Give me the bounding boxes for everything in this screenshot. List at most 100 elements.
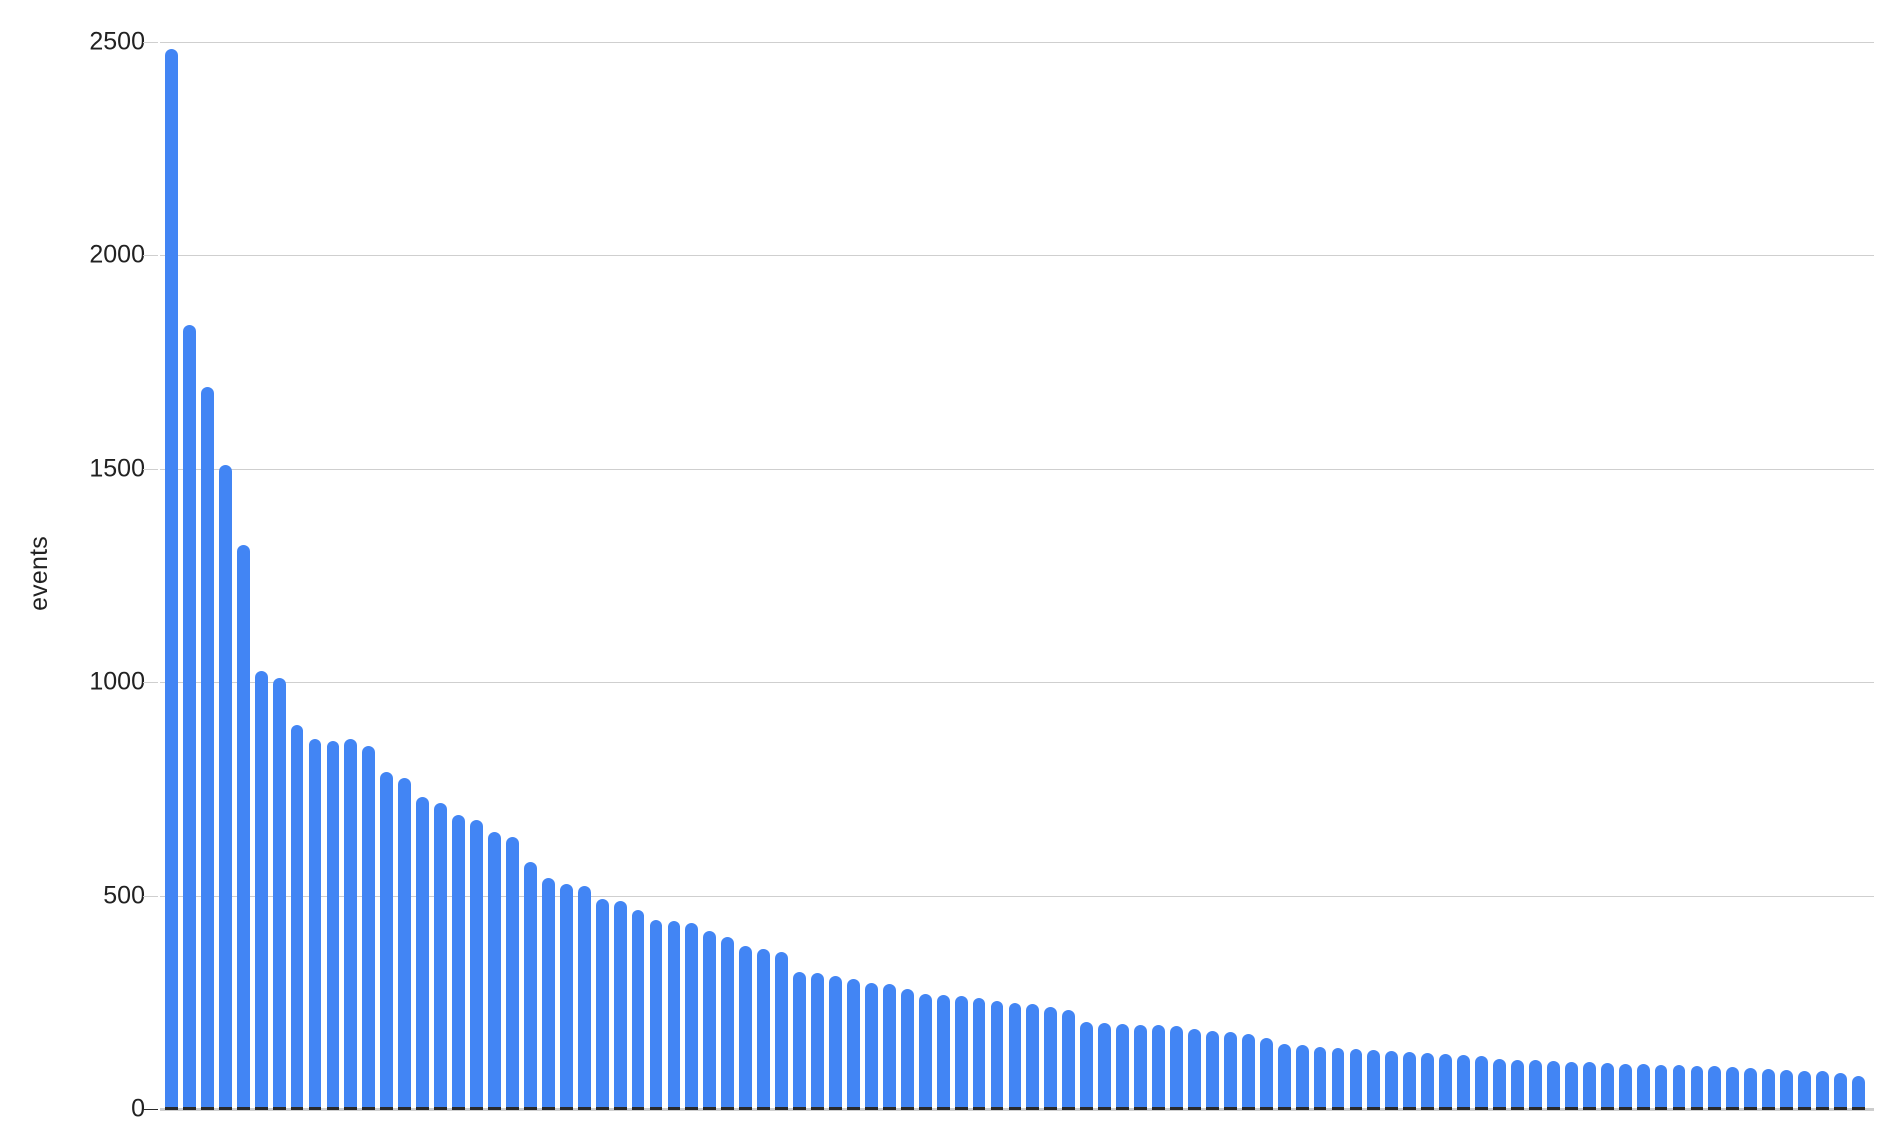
bar[interactable] — [1367, 1050, 1381, 1109]
bar[interactable] — [488, 831, 501, 1109]
bar[interactable] — [1008, 1003, 1022, 1109]
bar[interactable] — [1044, 1006, 1058, 1109]
bar[interactable] — [1654, 1064, 1668, 1109]
bar[interactable] — [613, 900, 627, 1109]
bar[interactable] — [1600, 1062, 1614, 1109]
bar[interactable] — [1798, 1070, 1812, 1109]
bar[interactable] — [1816, 1071, 1829, 1109]
bar[interactable] — [1852, 1075, 1865, 1109]
x-tick-mark — [1636, 1107, 1650, 1110]
bar[interactable] — [523, 862, 537, 1109]
bar[interactable] — [829, 975, 842, 1109]
x-tick-mark — [344, 1107, 358, 1110]
bar[interactable] — [1834, 1073, 1847, 1109]
bar[interactable] — [1385, 1050, 1399, 1109]
bar[interactable] — [326, 741, 340, 1109]
bar[interactable] — [1403, 1051, 1417, 1109]
bar[interactable] — [200, 386, 214, 1109]
bar[interactable] — [739, 945, 753, 1109]
bar[interactable] — [811, 973, 824, 1109]
bar[interactable] — [990, 1000, 1004, 1109]
bar[interactable] — [1564, 1062, 1578, 1109]
bar[interactable] — [398, 778, 412, 1109]
bar[interactable] — [882, 984, 896, 1109]
bar[interactable] — [793, 972, 806, 1109]
bar[interactable] — [470, 820, 483, 1109]
x-tick-mark — [990, 1107, 1004, 1110]
bar[interactable] — [1546, 1061, 1560, 1109]
bar[interactable] — [1277, 1044, 1291, 1109]
bar[interactable] — [1241, 1033, 1255, 1109]
bar[interactable] — [1098, 1022, 1112, 1109]
bar[interactable] — [272, 677, 286, 1109]
bar[interactable] — [577, 886, 591, 1109]
bar[interactable] — [1493, 1058, 1506, 1109]
bar[interactable] — [290, 724, 304, 1109]
bar[interactable] — [1170, 1026, 1183, 1109]
bar[interactable] — [416, 797, 430, 1109]
bar[interactable] — [1762, 1068, 1776, 1109]
bar[interactable] — [595, 899, 609, 1109]
bar[interactable] — [1457, 1055, 1471, 1109]
bar[interactable] — [972, 998, 986, 1109]
bar[interactable] — [1672, 1065, 1686, 1109]
bar[interactable] — [1726, 1067, 1740, 1109]
bar[interactable] — [362, 746, 376, 1109]
bar[interactable] — [1439, 1054, 1453, 1109]
bar[interactable] — [1636, 1063, 1650, 1109]
bar[interactable] — [1708, 1066, 1722, 1109]
bar[interactable] — [649, 919, 663, 1109]
bar[interactable] — [452, 814, 465, 1109]
bar[interactable] — [1295, 1044, 1309, 1109]
bar[interactable] — [1618, 1063, 1632, 1109]
x-tick-mark — [721, 1107, 735, 1110]
bar[interactable] — [1188, 1028, 1201, 1109]
bar[interactable] — [721, 936, 735, 1109]
bar[interactable] — [918, 993, 932, 1109]
bar[interactable] — [218, 464, 232, 1109]
bar[interactable] — [1205, 1031, 1219, 1109]
bar[interactable] — [1313, 1046, 1327, 1109]
bar[interactable] — [936, 994, 950, 1109]
bar[interactable] — [1116, 1023, 1130, 1109]
bar[interactable] — [344, 739, 358, 1109]
bar[interactable] — [434, 803, 448, 1109]
bar[interactable] — [559, 883, 573, 1109]
bar[interactable] — [1690, 1066, 1704, 1109]
bar[interactable] — [541, 877, 555, 1109]
bar[interactable] — [380, 771, 394, 1109]
bar[interactable] — [165, 49, 178, 1109]
bar[interactable] — [254, 671, 268, 1109]
bar[interactable] — [864, 982, 878, 1109]
bar[interactable] — [1511, 1059, 1524, 1109]
bar[interactable] — [847, 979, 860, 1109]
bar[interactable] — [631, 910, 645, 1109]
bar[interactable] — [182, 324, 196, 1109]
bar[interactable] — [1582, 1062, 1596, 1109]
bar[interactable] — [1152, 1025, 1165, 1109]
bar[interactable] — [685, 922, 699, 1109]
bar[interactable] — [1080, 1021, 1094, 1109]
bar[interactable] — [1259, 1038, 1273, 1109]
bar[interactable] — [1223, 1032, 1237, 1109]
bar[interactable] — [506, 836, 519, 1109]
bar[interactable] — [1780, 1069, 1794, 1109]
bar[interactable] — [1349, 1049, 1363, 1109]
bar[interactable] — [775, 951, 789, 1109]
bar[interactable] — [1744, 1068, 1758, 1109]
bar[interactable] — [1062, 1009, 1076, 1109]
bar[interactable] — [1529, 1060, 1542, 1109]
bar[interactable] — [236, 544, 250, 1109]
x-tick-mark — [1852, 1107, 1865, 1110]
bar[interactable] — [954, 996, 968, 1109]
bar[interactable] — [1331, 1048, 1345, 1109]
bar[interactable] — [1421, 1052, 1435, 1109]
bar[interactable] — [900, 988, 914, 1109]
bar[interactable] — [1475, 1056, 1488, 1109]
bar[interactable] — [1134, 1024, 1147, 1109]
bar[interactable] — [703, 930, 717, 1109]
bar[interactable] — [308, 739, 322, 1109]
bar[interactable] — [667, 921, 681, 1109]
bar[interactable] — [757, 949, 771, 1109]
bar[interactable] — [1026, 1004, 1040, 1109]
